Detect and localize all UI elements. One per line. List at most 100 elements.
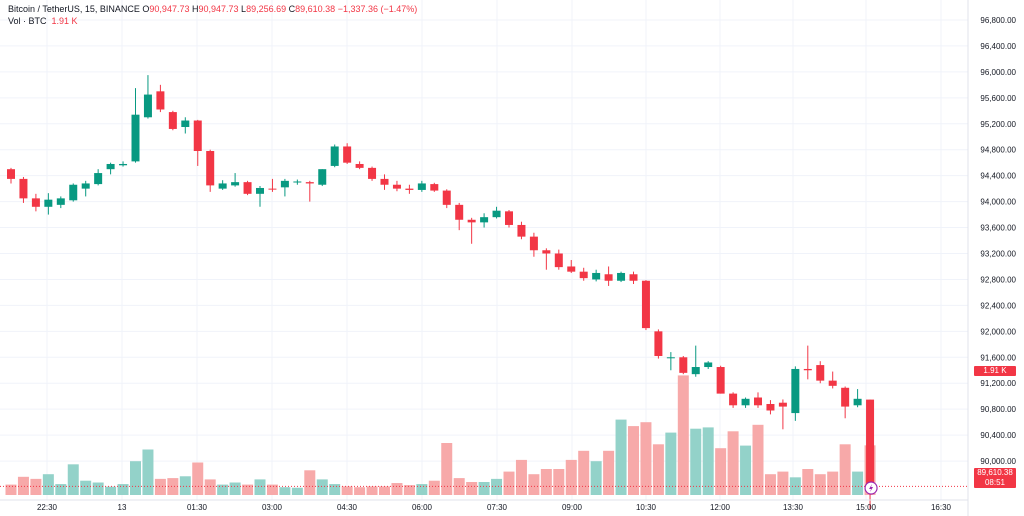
candle-body[interactable] [368,167,377,179]
candle-body[interactable] [679,357,688,373]
candle-body[interactable] [455,204,464,220]
volume-bar [304,470,316,495]
volume-bar [515,459,527,495]
x-tick-label: 15:00 [856,503,877,512]
close-value: 89,610.38 [295,4,336,14]
candle-body[interactable] [766,403,775,411]
candle-body[interactable] [617,272,626,281]
candle-body[interactable] [330,146,339,166]
volume-bar [441,443,453,495]
candle-body[interactable] [156,91,165,110]
candle-body[interactable] [7,169,15,179]
candle-body[interactable] [704,362,713,368]
candle-body[interactable] [343,146,352,163]
high-label: H [191,4,199,14]
volume-bar [291,487,303,495]
candle-body[interactable] [168,112,177,129]
lightning-icon[interactable] [864,481,878,495]
candle-body[interactable] [131,114,140,162]
candle-body[interactable] [604,274,613,281]
candle-body[interactable] [31,198,40,207]
y-tick-label: 92,800.00 [980,275,1016,284]
candle-body[interactable] [641,280,650,329]
candle-body[interactable] [666,357,675,359]
y-tick-label: 94,800.00 [980,146,1016,155]
candle-body[interactable] [119,163,128,166]
volume-bar [540,469,552,495]
candle-body[interactable] [405,188,414,190]
candle-body[interactable] [143,94,152,118]
candle-body[interactable] [803,368,812,371]
candle-body[interactable] [305,182,314,184]
candle-body[interactable] [94,173,103,185]
volume-label-text: 1.91 K [983,366,1007,375]
candle-body[interactable] [741,398,750,406]
candle-body[interactable] [505,211,513,225]
candle-body[interactable] [380,178,389,185]
candle-body[interactable] [542,250,551,254]
candle-body[interactable] [318,169,327,185]
candle-body[interactable] [554,253,563,268]
volume-bar [403,485,415,495]
candle-body[interactable] [355,163,364,168]
volume-bar [652,444,664,495]
candle-body[interactable] [44,199,53,207]
volume-bar [242,484,254,495]
volume-bar [17,476,29,495]
candle-body[interactable] [716,367,725,394]
candle-body[interactable] [106,163,115,170]
candle-body[interactable] [529,236,538,251]
candle-body[interactable] [69,184,78,201]
candle-body[interactable] [729,393,738,406]
candle-body[interactable] [567,266,576,272]
volume-bar [852,471,864,495]
x-tick-label: 10:30 [636,503,657,512]
candle-body[interactable] [206,151,215,186]
candle-body[interactable] [193,120,202,152]
candle-body[interactable] [243,182,252,194]
candle-body[interactable] [430,184,439,191]
low-label: L [241,4,247,14]
volume-bar [628,426,639,495]
candle-body[interactable] [828,380,837,386]
candle-body[interactable] [256,187,264,194]
candle-body[interactable] [56,198,65,205]
candle-body[interactable] [417,183,426,190]
volume-bar [615,419,627,495]
candle-body[interactable] [280,180,289,188]
candle-body[interactable] [778,402,787,407]
volume-bar [715,448,727,495]
x-tick-label: 22:30 [37,503,58,512]
x-tick-label: 09:00 [562,503,583,512]
candle-body[interactable] [592,272,601,280]
candle-body[interactable] [181,120,190,128]
candle-body[interactable] [754,397,762,406]
candle-body[interactable] [467,219,476,223]
candle-body[interactable] [492,210,501,218]
volume-bar [578,450,590,495]
candle-body[interactable] [293,181,302,183]
candle-body[interactable] [81,183,90,189]
candle-body[interactable] [268,188,277,190]
change-value: −1,337.36 (−1.47%) [337,4,418,14]
candle-body[interactable] [442,190,451,205]
volume-bar [827,471,839,495]
candle-body[interactable] [791,368,800,414]
candle-body[interactable] [853,398,862,406]
x-tick-label: 12:00 [710,503,731,512]
candle-body[interactable] [866,399,875,487]
candle-body[interactable] [218,183,227,189]
candle-body[interactable] [816,365,825,381]
candle-body[interactable] [579,271,588,279]
candle-body[interactable] [231,182,240,186]
candle-body[interactable] [19,178,28,199]
candle-body[interactable] [392,184,401,189]
candle-body[interactable] [654,331,663,356]
candle-body[interactable] [629,274,638,281]
candle-body[interactable] [480,217,489,223]
candle-body[interactable] [691,367,700,375]
candle-body[interactable] [517,224,526,237]
candle-body[interactable] [841,387,850,407]
